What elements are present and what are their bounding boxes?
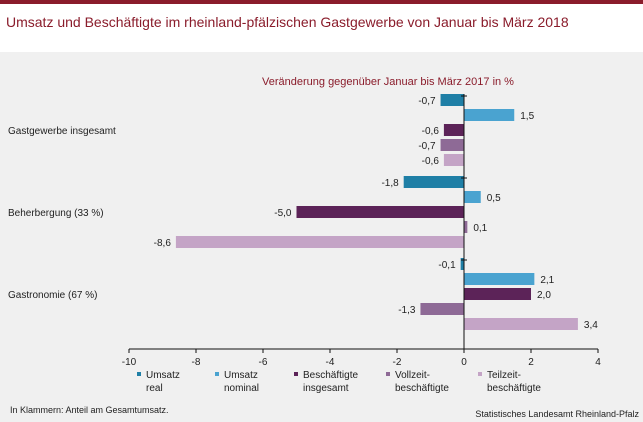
bar [464,288,531,300]
category-label: Gastronomie (67 %) [8,290,97,301]
data-label: -1,8 [381,178,399,189]
bar [464,221,468,233]
x-tick-label: 2 [528,357,534,368]
title-accent-bar [0,0,643,4]
legend-label: Teilzeit- [487,370,521,381]
data-label: -1,3 [398,305,416,316]
bar [464,109,515,121]
bar [440,94,464,106]
bar [443,154,464,166]
category-label: Gastgewerbe insgesamt [8,126,116,137]
legend-swatch [386,372,390,376]
x-tick-label: -10 [122,357,137,368]
legend-swatch [478,372,482,376]
data-label: -8,6 [154,238,172,249]
data-label: -0,1 [438,260,456,271]
bar [464,273,535,285]
chart-title: Umsatz und Beschäftigte im rheinland-pfä… [6,14,569,30]
legend-swatch [137,372,141,376]
bar [175,236,464,248]
legend-label: Umsatz [146,370,180,381]
category-label: Beherbergung (33 %) [8,208,104,219]
data-label: 3,4 [584,320,598,331]
data-label: 0,1 [473,223,487,234]
data-label: 1,5 [520,111,534,122]
data-label: 2,1 [540,275,554,286]
legend-swatch [215,372,219,376]
x-tick-label: -2 [393,357,402,368]
data-label: 0,5 [487,193,501,204]
data-label: 2,0 [537,290,551,301]
legend-swatch [294,372,298,376]
data-label: -0,6 [422,126,440,137]
legend-label: beschäftigte [487,383,541,394]
bar [403,176,464,188]
data-label: -5,0 [274,208,292,219]
footnote: In Klammern: Anteil am Gesamtumsatz. [10,405,169,415]
bar [460,258,464,270]
legend-label: real [146,383,163,394]
data-label: -0,6 [422,156,440,167]
legend-label: Beschäftigte [303,370,358,381]
data-label: -0,7 [418,141,436,152]
legend-label: Umsatz [224,370,258,381]
chart-subtitle: Veränderung gegenüber Januar bis März 20… [262,76,514,88]
legend-label: Vollzeit- [395,370,430,381]
bar [464,318,578,330]
data-label: -0,7 [418,96,436,107]
x-tick-label: 4 [595,357,601,368]
legend-label: beschäftigte [395,383,449,394]
bar [420,303,464,315]
x-tick-label: -4 [326,357,335,368]
legend-label: nominal [224,383,259,394]
bar [443,124,464,136]
bar [464,191,481,203]
bar [296,206,464,218]
source-credit: Statistisches Landesamt Rheinland-Pfalz [475,409,639,419]
x-tick-label: 0 [461,357,467,368]
x-tick-label: -8 [192,357,201,368]
legend-label: insgesamt [303,383,349,394]
bar [440,139,464,151]
x-tick-label: -6 [259,357,268,368]
